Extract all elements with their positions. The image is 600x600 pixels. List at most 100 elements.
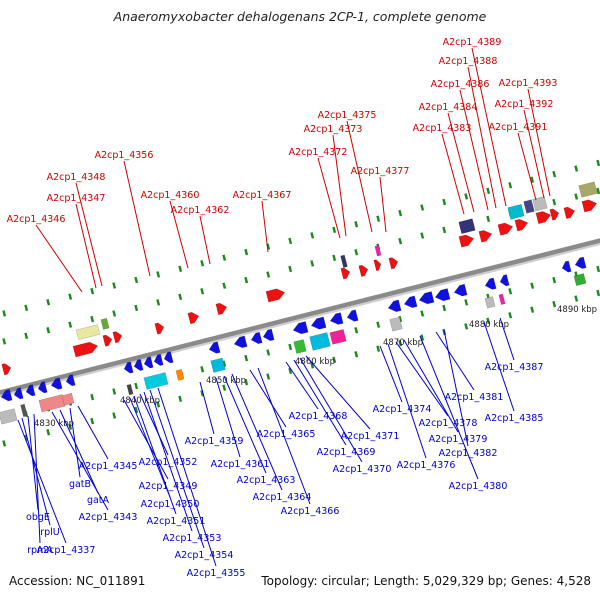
- reverse-gene-label-leader: [27, 415, 39, 511]
- forward-gene-arrow-shape: [102, 334, 113, 347]
- reverse-gene-label: A2cp1_4350: [141, 499, 200, 510]
- outer-reverse-tick: [222, 384, 227, 391]
- outer-forward-tick: [552, 170, 557, 178]
- scale-label: 4840 kbp: [120, 396, 160, 406]
- forward-gene-label: A2cp1_4373: [304, 124, 363, 135]
- reverse-gene-arrow-shape: [346, 309, 359, 322]
- forward-gene-label: A2cp1_4384: [419, 102, 478, 113]
- reverse-gene-arrow: [292, 321, 309, 335]
- outer-forward-tick: [354, 221, 359, 228]
- scale-label: 4860 kbp: [295, 357, 335, 367]
- inner-forward-tick: [112, 310, 117, 317]
- reverse-gene-label-leader: [143, 391, 193, 532]
- forward-gene-arrow-shape: [72, 341, 99, 358]
- forward-gene-arrow-shape: [458, 234, 475, 248]
- reverse-gene-label-leader: [305, 355, 371, 430]
- reverse-gene-label-leader: [139, 393, 169, 456]
- forward-gene-arrow-shape: [549, 208, 560, 221]
- forward-gene-label-leader: [317, 157, 341, 239]
- forward-gene-arrow: [563, 206, 576, 219]
- forward-feature-box: [340, 254, 348, 268]
- reverse-gene-arrow: [208, 341, 221, 354]
- scale-label: 4880 kbp: [469, 320, 509, 330]
- reverse-gene-arrow-shape: [387, 299, 402, 313]
- reverse-gene-label: obgE: [26, 512, 50, 523]
- reverse-gene-label-leader: [299, 357, 363, 463]
- reverse-feature-box: [0, 408, 18, 425]
- forward-gene-label-leader: [459, 89, 489, 211]
- forward-gene-arrow: [265, 288, 286, 303]
- inner-forward-tick: [486, 215, 491, 223]
- outer-forward-tick: [486, 187, 491, 195]
- outer-forward-tick: [178, 265, 183, 273]
- outer-reverse-tick: [464, 323, 469, 330]
- forward-gene-label: A2cp1_4392: [495, 99, 554, 110]
- inner-forward-tick: [134, 304, 139, 312]
- outer-reverse-tick: [178, 395, 183, 403]
- forward-gene-arrow: [549, 208, 560, 221]
- outer-forward-tick: [398, 209, 403, 217]
- inner-forward-tick: [398, 237, 403, 245]
- inner-reverse-tick: [112, 388, 117, 395]
- forward-gene-label-leader: [123, 160, 151, 277]
- forward-feature-box: [523, 199, 535, 214]
- reverse-gene-label: A2cp1_4371: [341, 431, 400, 442]
- reverse-gene-label: gatA: [87, 495, 110, 506]
- inner-reverse-tick: [530, 282, 535, 289]
- reverse-feature-box: [293, 339, 307, 354]
- reverse-gene-label: A2cp1_4376: [397, 460, 456, 471]
- reverse-feature-box: [573, 273, 587, 286]
- reverse-gene-arrow: [499, 274, 510, 287]
- outer-forward-tick: [2, 310, 7, 317]
- inner-forward-tick: [178, 293, 183, 301]
- reverse-feature-box: [126, 383, 134, 396]
- forward-gene-arrow: [373, 259, 382, 272]
- inner-forward-tick: [266, 271, 271, 278]
- reverse-gene-label: gatB: [69, 479, 91, 490]
- forward-gene-label: A2cp1_4347: [47, 193, 106, 204]
- inner-reverse-tick: [420, 310, 425, 317]
- reverse-gene-arrow: [310, 316, 327, 330]
- reverse-gene-arrow: [37, 381, 48, 394]
- reverse-gene-arrow: [25, 384, 36, 397]
- outer-forward-tick: [310, 232, 315, 239]
- forward-gene-label: A2cp1_4386: [431, 79, 490, 90]
- reverse-gene-label-leader: [249, 369, 287, 428]
- reverse-gene-label-leader: [59, 409, 99, 494]
- reverse-feature-box: [498, 293, 506, 305]
- inner-reverse-tick: [596, 265, 600, 273]
- forward-gene-arrow-shape: [478, 230, 493, 243]
- reverse-gene-arrow-shape: [484, 277, 497, 290]
- forward-gene-label: A2cp1_4393: [499, 78, 558, 89]
- outer-forward-tick: [134, 276, 139, 284]
- reverse-gene-label: A2cp1_4355: [187, 568, 246, 579]
- inner-forward-tick: [244, 276, 249, 284]
- reverse-gene-label: A2cp1_4359: [185, 436, 244, 447]
- forward-gene-arrow: [187, 311, 200, 325]
- inner-reverse-tick: [464, 299, 469, 306]
- reverse-gene-label: A2cp1_4374: [373, 404, 432, 415]
- forward-gene-label-leader: [467, 66, 497, 209]
- inner-forward-tick: [596, 187, 600, 195]
- forward-gene-label: A2cp1_4362: [171, 205, 230, 216]
- reverse-gene-arrow: [233, 335, 248, 349]
- reverse-gene-arrow-shape: [292, 321, 309, 335]
- inner-reverse-tick: [442, 304, 447, 312]
- inner-forward-tick: [156, 299, 161, 306]
- forward-gene-label-leader: [471, 47, 507, 207]
- reverse-feature-box: [61, 392, 75, 406]
- reverse-gene-label-leader: [199, 381, 215, 435]
- reverse-gene-label: A2cp1_4365: [257, 429, 316, 440]
- reverse-gene-arrow: [403, 295, 418, 308]
- reverse-gene-arrow: [561, 260, 572, 273]
- reverse-gene-arrow-shape: [0, 389, 13, 402]
- outer-reverse-tick: [376, 345, 381, 352]
- outer-reverse-tick: [530, 306, 535, 313]
- forward-gene-arrow-shape: [340, 267, 351, 280]
- reverse-gene-arrow: [484, 277, 497, 290]
- reverse-gene-label-leader: [379, 345, 403, 403]
- reverse-gene-label-leader: [51, 411, 109, 511]
- outer-reverse-tick: [156, 401, 161, 408]
- reverse-gene-label-leader: [129, 397, 171, 498]
- reverse-gene-label: A2cp1_4345: [79, 461, 138, 472]
